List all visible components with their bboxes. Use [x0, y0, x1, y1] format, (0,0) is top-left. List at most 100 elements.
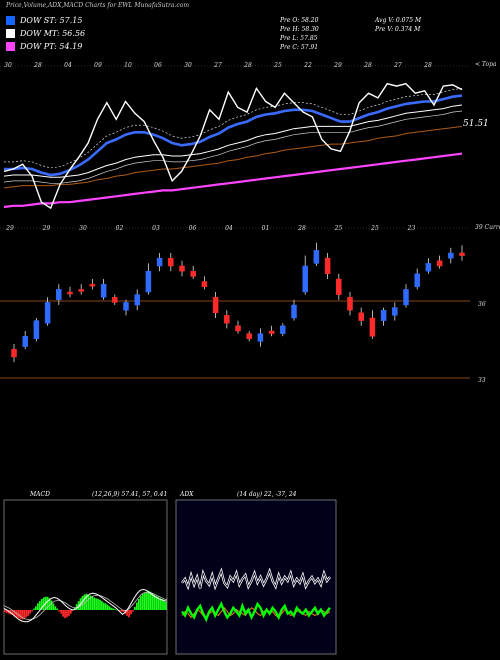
candle-right-label: 39 Current	[475, 224, 500, 231]
ema-top-tick: 28	[243, 62, 252, 69]
ema-top-tick: 27	[213, 62, 222, 69]
legend-dow-mt: DOW MT: 56.56	[6, 28, 85, 38]
macd-hist-bar	[85, 593, 88, 610]
macd-hist-bar	[48, 598, 51, 610]
legend-swatch-st	[6, 15, 15, 25]
macd-hist-bar	[104, 603, 107, 610]
candle-body	[302, 265, 308, 293]
candle-body	[246, 333, 252, 340]
stat-avg-volume: Avg V: 0.075 M	[375, 17, 422, 24]
macd-title: MACD	[30, 491, 50, 498]
ema-top-tick: 28	[33, 62, 42, 69]
macd-hist-bar	[141, 593, 144, 610]
ema-right-label: < Topa	[475, 61, 497, 68]
macd-hist-bar	[36, 603, 39, 610]
candle-body	[168, 257, 174, 267]
candle-body	[313, 250, 320, 264]
macd-hist-bar	[137, 599, 140, 610]
ema-price-label: 51.51	[463, 119, 489, 129]
macd-hist-bar	[29, 610, 31, 614]
ema-top-tick: 28	[363, 62, 372, 69]
series-ema-fast	[4, 94, 463, 177]
macd-hist-bar	[89, 595, 92, 610]
adx-panel	[175, 499, 337, 655]
macd-hist-bar	[68, 610, 70, 616]
macd-hist-bar	[31, 610, 33, 612]
candle-body	[89, 283, 96, 287]
macd-hist-bar	[77, 601, 80, 610]
macd-hist-bar	[130, 610, 132, 615]
candlestick-chart-panel: 29 29 30 02 03 06 04 01 28 25 25 23 39 Current 36 33	[0, 224, 500, 384]
candle-top-tick: 01	[262, 225, 270, 232]
series-ema-mid	[3, 104, 463, 178]
macd-hist-bar	[165, 601, 167, 610]
candle-body	[67, 291, 73, 295]
candle-body	[414, 273, 420, 288]
candle-body	[212, 296, 219, 314]
ema-chart-panel: 30 28 04 09 10 06 30 27 28 25 22 29 28 27 28 < Topa 51.5…	[0, 61, 497, 210]
candle-body	[336, 278, 342, 295]
macd-hist-bar	[139, 596, 142, 610]
ema-top-tick: 25	[273, 62, 282, 69]
macd-hist-bar	[4, 610, 6, 613]
candle-body	[11, 348, 17, 358]
macd-hist-bar	[69, 610, 72, 614]
ema-top-tick: 04	[64, 62, 72, 69]
macd-hist-bar	[126, 610, 128, 616]
macd-hist-bar	[81, 596, 84, 610]
stat-pre-open: Pre O: 58.20	[280, 17, 319, 24]
candle-top-tick: 29	[5, 225, 14, 232]
candle-body	[425, 263, 432, 272]
macd-hist-bar	[157, 596, 160, 610]
macd-hist-bar	[50, 600, 53, 610]
macd-hist-bar	[23, 610, 26, 619]
series-ema-mid-band	[3, 110, 463, 184]
macd-hist-bar	[95, 598, 97, 610]
candle-body	[291, 304, 297, 319]
candle-body	[56, 289, 62, 301]
candle-body	[123, 302, 129, 311]
candle-body	[235, 325, 241, 332]
macd-hist-bar	[21, 610, 24, 620]
candle-top-tick: 25	[370, 225, 379, 232]
ema-top-tick: 10	[124, 62, 132, 69]
legend-dow-pt: DOW PT: 54.19	[6, 41, 82, 51]
chart-title: Price,Volume,ADX,MACD Charts for EWL Mun…	[6, 2, 190, 9]
legend-label-st: DOW ST: 57.15	[20, 15, 83, 25]
candle-body	[369, 317, 376, 337]
macd-hist-bar	[143, 592, 146, 610]
candle-top-tick: 23	[407, 225, 416, 232]
macd-hist-bar	[151, 593, 154, 610]
stat-pre-volume: Pre V: 0.374 M	[375, 26, 421, 33]
macd-hist-bar	[91, 596, 94, 610]
candle-body	[448, 252, 454, 259]
macd-hist-bar	[56, 608, 59, 610]
series-ema-slow	[3, 125, 463, 189]
macd-hist-bar	[42, 597, 45, 610]
candle-body	[134, 294, 140, 306]
candle-body	[436, 260, 443, 267]
macd-hist-bar	[27, 610, 30, 616]
candle-y-label-36: 36	[478, 301, 486, 308]
ema-top-tick: 30	[4, 62, 12, 69]
macd-hist-bar	[110, 607, 113, 610]
candle-body	[22, 335, 28, 347]
macd-hist-bar	[116, 610, 119, 611]
candle-body	[324, 257, 331, 275]
macd-hist-bar	[66, 610, 68, 618]
candle-body	[459, 252, 465, 256]
macd-hist-bar	[11, 610, 14, 616]
candle-body	[100, 283, 107, 298]
macd-hist-bar	[99, 599, 101, 610]
macd-hist-bar	[25, 610, 28, 618]
candle-top-tick: 29	[42, 225, 51, 232]
macd-hist-bar	[163, 600, 165, 610]
ema-top-tick: 30	[184, 62, 192, 69]
candle-body	[224, 315, 230, 324]
macd-hist-bar	[13, 610, 16, 617]
candle-body	[156, 257, 163, 267]
macd-hist-bar	[147, 590, 150, 610]
macd-hist-bar	[108, 606, 111, 610]
candle-body	[78, 289, 84, 292]
